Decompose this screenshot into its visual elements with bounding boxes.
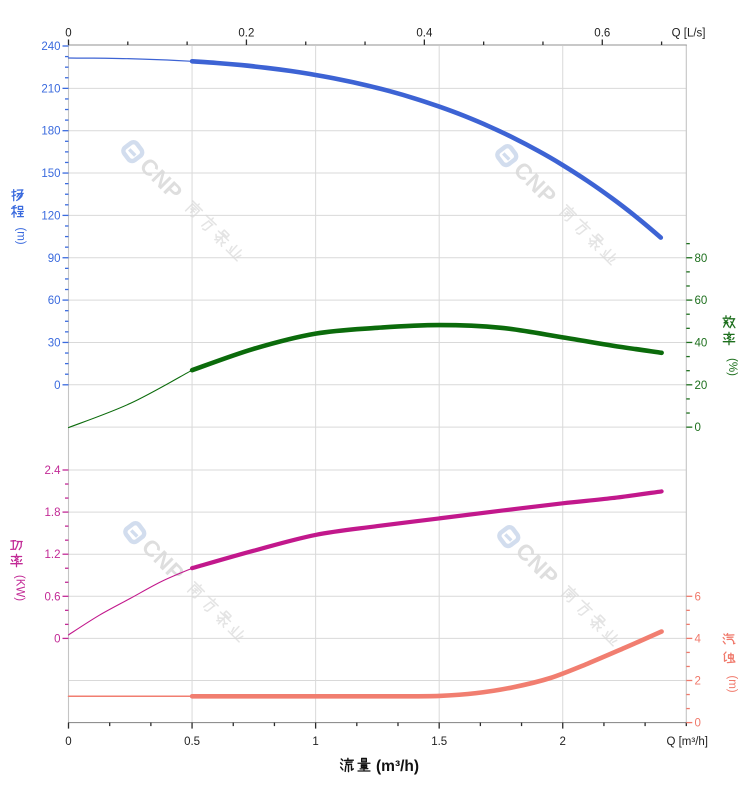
svg-text:(m³/h): (m³/h) bbox=[376, 758, 419, 775]
svg-text:(KW): (KW) bbox=[14, 575, 26, 601]
svg-text:0.4: 0.4 bbox=[416, 28, 433, 40]
svg-text:(%): (%) bbox=[726, 358, 738, 376]
svg-text:0: 0 bbox=[54, 380, 60, 392]
svg-text:0: 0 bbox=[54, 633, 60, 645]
svg-text:150: 150 bbox=[41, 168, 60, 180]
svg-text:Q [m³/h]: Q [m³/h] bbox=[666, 736, 708, 748]
svg-text:(m): (m) bbox=[726, 675, 738, 692]
svg-text:30: 30 bbox=[48, 337, 61, 349]
svg-text:0.6: 0.6 bbox=[594, 28, 610, 40]
svg-text:240: 240 bbox=[41, 41, 60, 53]
svg-text:0.6: 0.6 bbox=[45, 591, 61, 603]
svg-text:Q [L/s]: Q [L/s] bbox=[672, 28, 706, 40]
svg-text:1.2: 1.2 bbox=[45, 549, 61, 561]
svg-text:0: 0 bbox=[695, 422, 701, 434]
svg-text:90: 90 bbox=[48, 253, 61, 265]
svg-text:180: 180 bbox=[41, 126, 60, 138]
svg-text:0.2: 0.2 bbox=[238, 28, 254, 40]
svg-text:1.8: 1.8 bbox=[45, 507, 61, 519]
svg-text:1.5: 1.5 bbox=[431, 736, 447, 748]
svg-text:(m): (m) bbox=[15, 227, 27, 244]
svg-text:20: 20 bbox=[695, 380, 708, 392]
svg-text:2: 2 bbox=[559, 736, 565, 748]
svg-text:40: 40 bbox=[695, 337, 708, 349]
svg-text:0: 0 bbox=[695, 718, 701, 730]
svg-text:4: 4 bbox=[695, 633, 702, 645]
svg-text:210: 210 bbox=[41, 83, 60, 95]
svg-text:0.5: 0.5 bbox=[184, 736, 200, 748]
svg-text:80: 80 bbox=[695, 253, 708, 265]
svg-text:60: 60 bbox=[695, 295, 708, 307]
svg-text:120: 120 bbox=[41, 210, 60, 222]
svg-text:1: 1 bbox=[312, 736, 318, 748]
svg-text:0: 0 bbox=[65, 28, 71, 40]
svg-text:6: 6 bbox=[695, 591, 701, 603]
svg-text:60: 60 bbox=[48, 295, 61, 307]
svg-text:0: 0 bbox=[65, 736, 71, 748]
svg-text:2.4: 2.4 bbox=[45, 465, 62, 477]
svg-text:2: 2 bbox=[695, 676, 701, 688]
